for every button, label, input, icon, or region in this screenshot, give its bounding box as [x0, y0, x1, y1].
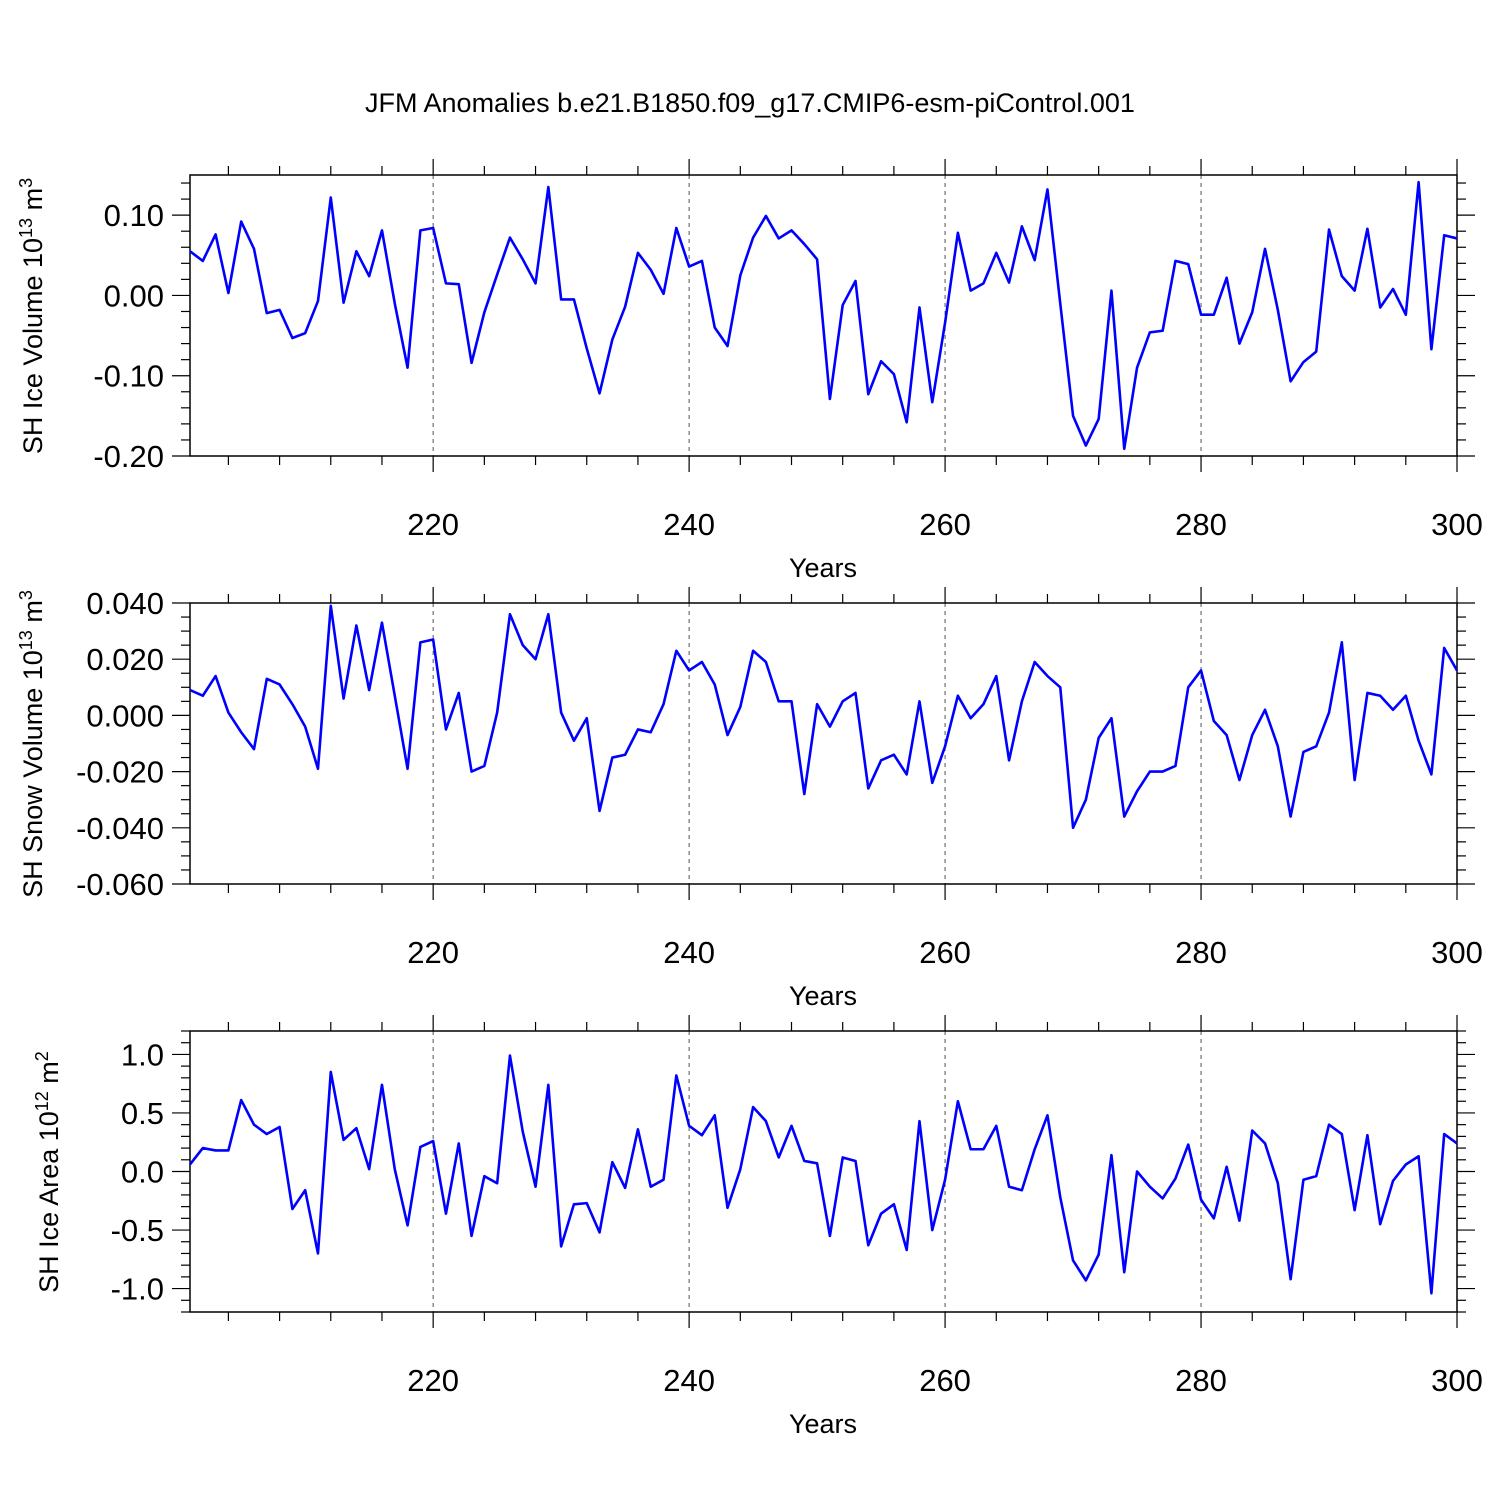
xtick-label-snow-volume-300: 300 [1431, 935, 1483, 970]
xlabel-ice-volume: Years [789, 553, 857, 583]
series-line-ice-area [188, 1054, 1458, 1295]
xtick-label-snow-volume-280: 280 [1175, 935, 1227, 970]
panel-ice-volume: SH Ice Volume 1013 m3 Years 220 240 260 280… [16, 159, 1483, 583]
xtick-label-ice-area-300: 300 [1431, 1363, 1483, 1398]
ylabel-snow-volume: SH Snow Volume 1013 m3 [16, 590, 48, 898]
plot-frame-ice-volume [189, 174, 1458, 457]
ytick-label-snow-volume-2: 0.000 [86, 698, 164, 733]
ytick-label-ice-volume-2: -0.10 [93, 359, 164, 394]
xtick-label-ice-volume-300: 300 [1431, 507, 1483, 542]
xtick-label-ice-area-260: 260 [919, 1363, 971, 1398]
ytick-label-ice-area-4: -1.0 [111, 1272, 164, 1307]
ytick-label-ice-volume-3: -0.20 [93, 439, 164, 474]
ylabel-ice-area: SH Ice Area 1012 m2 [32, 1051, 64, 1293]
ytick-label-snow-volume-1: 0.020 [86, 642, 164, 677]
ytick-label-ice-area-1: 0.5 [121, 1096, 164, 1131]
ytick-label-snow-volume-4: -0.040 [76, 811, 164, 846]
xtick-label-ice-volume-240: 240 [663, 507, 715, 542]
xtick-label-ice-area-220: 220 [407, 1363, 459, 1398]
xlabel-snow-volume: Years [789, 981, 857, 1011]
xtick-label-ice-area-280: 280 [1175, 1363, 1227, 1398]
plot-frame-ice-area [189, 1030, 1458, 1313]
xtick-label-ice-volume-220: 220 [407, 507, 459, 542]
ylabel-ice-volume: SH Ice Volume 1013 m3 [16, 178, 48, 454]
series-line-ice-volume [189, 180, 1458, 451]
ytick-label-ice-area-0: 1.0 [121, 1037, 164, 1072]
panel-ice-area: SH Ice Area 1012 m2 Years 220 240 260 280 30… [32, 1015, 1483, 1439]
ytick-label-ice-volume-0: 0.10 [104, 198, 164, 233]
ytick-label-ice-area-2: 0.0 [121, 1155, 164, 1190]
xtick-label-ice-volume-280: 280 [1175, 507, 1227, 542]
ytick-label-snow-volume-5: -0.060 [76, 867, 164, 902]
series-line-snow-volume [189, 604, 1459, 830]
ytick-label-ice-volume-1: 0.00 [104, 278, 164, 313]
xtick-label-snow-volume-260: 260 [919, 935, 971, 970]
panel-snow-volume: SH Snow Volume 1013 m3 Years 220 240 260 28… [16, 586, 1483, 1011]
xtick-label-ice-area-240: 240 [663, 1363, 715, 1398]
xlabel-ice-area: Years [789, 1409, 857, 1439]
figure-title: JFM Anomalies b.e21.B1850.f09_g17.CMIP6-… [365, 88, 1135, 118]
ytick-label-ice-area-3: -0.5 [111, 1213, 164, 1248]
ytick-label-snow-volume-0: 0.040 [86, 586, 164, 621]
ytick-label-snow-volume-3: -0.020 [76, 755, 164, 790]
xtick-label-snow-volume-220: 220 [407, 935, 459, 970]
plot-frame-snow-volume [189, 602, 1458, 885]
xtick-label-snow-volume-240: 240 [663, 935, 715, 970]
xtick-label-ice-volume-260: 260 [919, 507, 971, 542]
